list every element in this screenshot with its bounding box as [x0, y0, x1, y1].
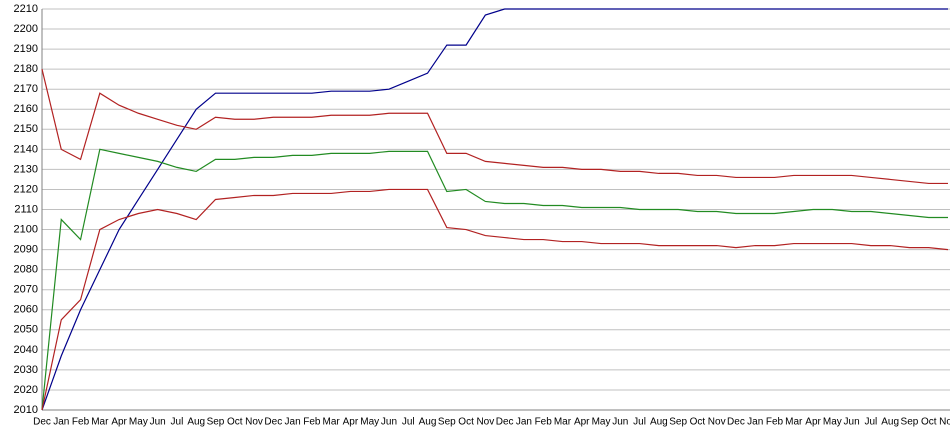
y-tick-label: 2090: [14, 244, 38, 256]
x-tick-label: Jun: [150, 417, 166, 428]
x-tick-label: Feb: [72, 417, 90, 428]
x-tick-label: Jan: [747, 417, 763, 428]
y-tick-label: 2120: [14, 183, 38, 195]
x-tick-label: Apr: [111, 417, 127, 428]
series-line: [41, 8, 948, 411]
y-tick-label: 2200: [14, 23, 38, 35]
x-tick-label: Feb: [766, 417, 784, 428]
x-tick-label: Jan: [516, 417, 532, 428]
x-tick-label: Jun: [844, 417, 860, 428]
y-tick-label: 2030: [14, 364, 38, 376]
x-tick-label: Nov: [939, 417, 950, 428]
x-tick-label: Jul: [633, 417, 646, 428]
x-tick-label: Jul: [402, 417, 415, 428]
x-tick-label: Apr: [574, 417, 590, 428]
x-tick-label: Aug: [419, 417, 437, 428]
x-tick-label: Sep: [207, 417, 225, 428]
x-tick-label: Nov: [708, 417, 726, 428]
y-tick-label: 2140: [14, 143, 38, 155]
y-tick-label: 2160: [14, 103, 38, 115]
x-tick-label: Sep: [438, 417, 456, 428]
x-tick-label: Aug: [650, 417, 668, 428]
x-tick-label: May: [129, 417, 148, 428]
y-tick-label: 2170: [14, 83, 38, 95]
y-tick-label: 2210: [14, 3, 38, 15]
y-tick-label: 2150: [14, 123, 38, 135]
y-tick-label: 2080: [14, 264, 38, 276]
x-tick-label: Oct: [227, 417, 243, 428]
x-tick-label: Jun: [612, 417, 628, 428]
y-tick-label: 2060: [14, 304, 38, 316]
x-tick-label: Apr: [343, 417, 359, 428]
y-tick-label: 2050: [14, 324, 38, 336]
x-tick-label: Mar: [91, 417, 109, 428]
y-tick-label: 2100: [14, 223, 38, 235]
y-tick-label: 2180: [14, 63, 38, 75]
y-tick-label: 2010: [14, 404, 38, 416]
x-tick-label: Nov: [476, 417, 494, 428]
x-tick-label: May: [592, 417, 611, 428]
x-tick-label: Aug: [187, 417, 205, 428]
x-tick-label: Feb: [303, 417, 321, 428]
y-tick-label: 2190: [14, 43, 38, 55]
x-tick-label: Jan: [53, 417, 69, 428]
y-tick-label: 2110: [14, 203, 38, 215]
x-tick-label: Apr: [805, 417, 821, 428]
x-tick-label: Feb: [535, 417, 553, 428]
x-tick-label: Jul: [864, 417, 877, 428]
x-tick-label: Jan: [285, 417, 301, 428]
x-tick-label: Sep: [901, 417, 919, 428]
x-tick-label: Dec: [496, 417, 514, 428]
x-tick-label: Oct: [690, 417, 706, 428]
x-tick-label: May: [360, 417, 379, 428]
x-tick-label: May: [823, 417, 842, 428]
x-tick-label: Oct: [921, 417, 937, 428]
y-tick-label: 2130: [14, 163, 38, 175]
x-tick-label: Dec: [727, 417, 745, 428]
y-tick-label: 2070: [14, 284, 38, 296]
x-tick-label: Mar: [554, 417, 572, 428]
x-tick-label: Nov: [245, 417, 263, 428]
x-tick-label: Dec: [33, 417, 51, 428]
x-tick-label: Mar: [785, 417, 803, 428]
x-tick-label: Oct: [458, 417, 474, 428]
x-tick-label: Mar: [323, 417, 341, 428]
y-tick-label: 2040: [14, 344, 38, 356]
x-tick-label: Jul: [171, 417, 184, 428]
x-tick-label: Aug: [881, 417, 899, 428]
series-line: [41, 188, 949, 411]
x-tick-label: Dec: [264, 417, 282, 428]
y-tick-label: 2020: [14, 384, 38, 396]
series-line: [41, 148, 948, 411]
series-line: [41, 69, 948, 185]
x-tick-label: Jun: [381, 417, 397, 428]
x-tick-label: Sep: [669, 417, 687, 428]
